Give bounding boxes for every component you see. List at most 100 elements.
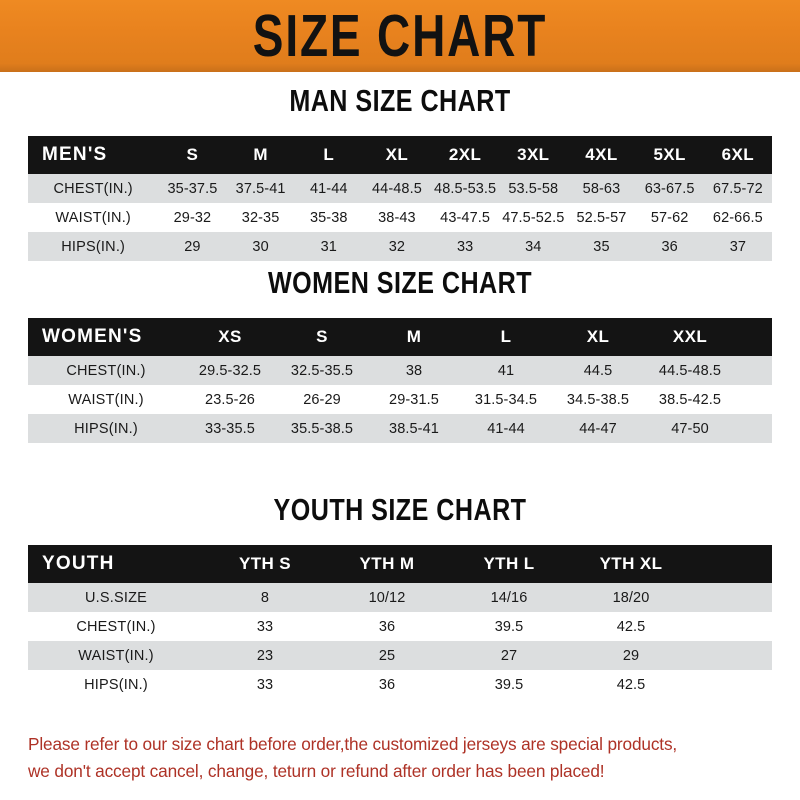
page-banner: SIZE CHART [0,0,800,72]
youth-row-2-cell-3: 29 [622,647,640,664]
table-row: U.S.SIZE 8 10/12 14/16 18/20 [28,583,772,612]
youth-row-3-cell-1: 36 [378,676,396,693]
youth-size-col-1: YTH M [359,554,415,573]
women-row-0-cell-3: 41 [497,362,515,379]
order-policy-line-2: we don't accept cancel, change, teturn o… [28,761,605,782]
women-row-2-cell-4: 44-47 [579,420,617,437]
women-size-col-2: M [406,327,422,346]
youth-row-1-label: CHEST(IN.) [76,618,156,635]
table-row: CHEST(IN.) 35-37.5 37.5-41 41-44 44-48.5… [28,174,772,203]
women-header-label: WOMEN'S [42,326,143,347]
youth-row-3-cell-2: 39.5 [494,676,524,693]
youth-row-1-cell-0: 33 [256,618,274,635]
women-row-0-label: CHEST(IN.) [66,362,146,379]
man-size-col-6: 4XL [585,145,618,164]
man-row-1-cell-4: 43-47.5 [440,209,491,226]
table-row: CHEST(IN.) 33 36 39.5 42.5 [28,612,772,641]
man-row-2-cell-0: 29 [184,238,201,255]
man-row-0-cell-3: 44-48.5 [372,180,422,197]
women-size-col-spacer [736,318,772,356]
youth-row-3-cell-3: 42.5 [616,676,646,693]
youth-row-0-cell-0: 8 [260,589,270,606]
women-row-2-cell-5: 47-50 [671,420,709,437]
youth-row-2-cell-1: 25 [378,647,396,664]
women-row-1-cell-0: 23.5-26 [205,391,255,408]
youth-row-3-spacer [692,670,772,699]
man-row-0-cell-2: 41-44 [309,180,348,197]
man-row-0-cell-1: 37.5-41 [235,180,286,197]
man-row-2-cell-6: 35 [593,238,610,255]
women-row-1-label: WAIST(IN.) [68,391,144,408]
youth-row-2-spacer [692,641,772,670]
man-row-0-cell-6: 58-63 [582,180,621,197]
man-row-1-cell-0: 29-32 [173,209,212,226]
man-row-0-label: CHEST(IN.) [53,180,133,197]
order-policy-line-1: Please refer to our size chart before or… [28,734,678,754]
youth-row-2-label: WAIST(IN.) [78,647,154,664]
women-row-2-cell-3: 41-44 [487,420,525,437]
man-size-col-7: 5XL [653,145,686,164]
section-title-youth: YOUTH SIZE CHART [273,493,527,527]
man-row-0-cell-4: 48.5-53.5 [434,180,497,197]
youth-row-0-spacer [692,583,772,612]
women-size-col-3: L [500,327,512,346]
youth-row-0-label: U.S.SIZE [84,589,148,606]
youth-size-col-3: YTH XL [599,554,663,573]
man-size-col-0: S [186,145,199,164]
women-row-2-cell-2: 38.5-41 [389,420,439,437]
man-row-0-cell-7: 63-67.5 [644,180,695,197]
table-row: WAIST(IN.) 23 25 27 29 [28,641,772,670]
man-row-1-cell-1: 32-35 [241,209,280,226]
youth-size-col-0: YTH S [238,554,292,573]
women-size-table: WOMEN'S XS S M L XL XXL CHEST(IN.) 29.5-… [28,318,772,443]
man-size-table: MEN'S S M L XL 2XL 3XL 4XL 5XL 6XL CHEST… [28,136,772,261]
women-row-2-cell-1: 35.5-38.5 [290,420,354,437]
women-size-col-1: S [316,327,328,346]
table-row: WAIST(IN.) 23.5-26 26-29 29-31.5 31.5-34… [28,385,772,414]
man-row-2-cell-5: 34 [525,238,542,255]
man-size-col-1: M [253,145,268,164]
man-row-2-cell-7: 36 [661,238,678,255]
women-row-0-cell-4: 44.5 [583,362,613,379]
order-policy-note: Please refer to our size chart before or… [28,731,765,785]
youth-row-1-spacer [692,612,772,641]
man-size-col-2: L [323,145,335,164]
section-title-women: WOMEN SIZE CHART [267,266,533,300]
women-row-1-cell-3: 31.5-34.5 [474,391,538,408]
youth-row-3-label: HIPS(IN.) [84,676,148,693]
man-row-0-cell-0: 35-37.5 [167,180,218,197]
man-row-1-cell-5: 47.5-52.5 [502,209,565,226]
youth-row-1-cell-1: 36 [378,618,396,635]
man-row-2-cell-4: 33 [456,238,474,255]
women-size-col-4: XL [586,327,610,346]
women-row-0-spacer [736,356,772,385]
section-title-man: MAN SIZE CHART [289,84,511,118]
women-row-1-cell-2: 29-31.5 [389,391,439,408]
youth-size-table: YOUTH YTH S YTH M YTH L YTH XL U.S.SIZE … [28,545,772,699]
man-size-col-3: XL [385,145,409,164]
man-row-1-cell-8: 62-66.5 [712,209,763,226]
man-row-1-cell-3: 38-43 [378,209,416,226]
table-row: HIPS(IN.) 33-35.5 35.5-38.5 38.5-41 41-4… [28,414,772,443]
youth-row-0-cell-3: 18/20 [612,589,650,606]
youth-row-1-cell-3: 42.5 [616,618,646,635]
table-row: HIPS(IN.) 29 30 31 32 33 34 35 36 37 [28,232,772,261]
women-table-header-row: WOMEN'S XS S M L XL XXL [28,318,772,356]
man-row-0-cell-8: 67.5-72 [712,180,763,197]
table-row: CHEST(IN.) 29.5-32.5 32.5-35.5 38 41 44.… [28,356,772,385]
man-row-1-cell-6: 52.5-57 [576,209,627,226]
women-row-1-cell-5: 38.5-42.5 [658,391,722,408]
youth-size-col-2: YTH L [483,554,535,573]
women-row-0-cell-2: 38 [405,362,423,379]
man-row-1-cell-2: 35-38 [309,209,348,226]
women-row-0-cell-1: 32.5-35.5 [290,362,354,379]
page-title: SIZE CHART [252,2,548,70]
man-row-2-cell-1: 30 [252,238,269,255]
man-size-col-4: 2XL [448,145,482,164]
women-size-col-5: XXL [672,327,708,346]
women-row-1-spacer [736,385,772,414]
youth-size-col-spacer [692,545,772,583]
man-row-2-cell-8: 37 [729,238,747,255]
women-row-1-cell-1: 26-29 [303,391,341,408]
